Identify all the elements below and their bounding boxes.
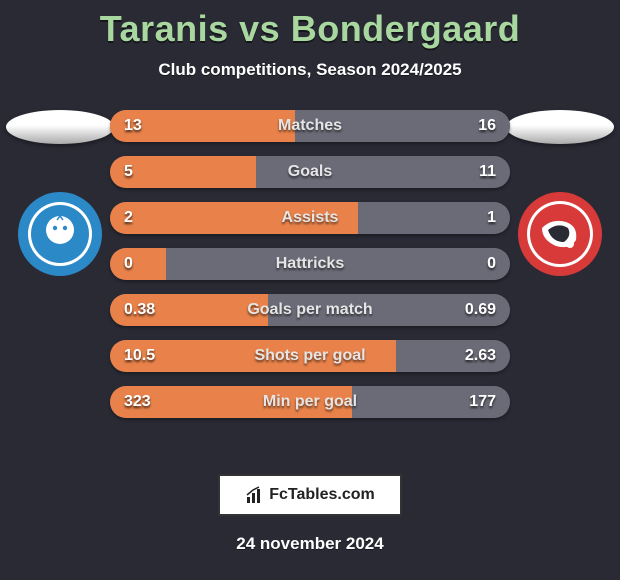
stat-label: Assists	[110, 202, 510, 234]
stat-value-right: 1	[487, 202, 496, 234]
stat-value-left: 323	[124, 386, 151, 418]
fredericia-crest-icon	[518, 192, 602, 276]
roskilde-crest-icon	[18, 192, 102, 276]
player1-name: Taranis	[100, 8, 229, 49]
stat-value-left: 0.38	[124, 294, 155, 326]
stat-value-right: 0	[487, 248, 496, 280]
stat-value-left: 0	[124, 248, 133, 280]
stat-row: Assists2 1	[110, 202, 510, 234]
stat-row: Goals per match0.38 0.69	[110, 294, 510, 326]
stat-row: Matches13 16	[110, 110, 510, 142]
footer-date: 24 november 2024	[0, 534, 620, 554]
club-badge-right	[518, 192, 602, 276]
vs-separator: vs	[239, 8, 280, 49]
decorative-ellipse-left	[6, 110, 114, 144]
decorative-ellipse-right	[506, 110, 614, 144]
stat-value-right: 11	[479, 156, 496, 188]
brand-text: FcTables.com	[269, 486, 375, 504]
player2-name: Bondergaard	[291, 8, 521, 49]
stat-value-left: 2	[124, 202, 133, 234]
stat-label: Goals	[110, 156, 510, 188]
stat-value-right: 2.63	[465, 340, 496, 372]
stat-value-left: 5	[124, 156, 133, 188]
stat-row: Hattricks0 0	[110, 248, 510, 280]
stat-label: Shots per goal	[110, 340, 510, 372]
right-club-column	[500, 110, 620, 276]
stat-value-right: 177	[469, 386, 496, 418]
stat-value-left: 10.5	[124, 340, 155, 372]
club-badge-left	[18, 192, 102, 276]
stat-row: Goals5 11	[110, 156, 510, 188]
stat-bars: Matches13 16 Goals5 11 Assists2 1 Hattricks0 0 G…	[110, 110, 510, 432]
stat-label: Hattricks	[110, 248, 510, 280]
left-club-column	[0, 110, 120, 276]
stat-row: Shots per goal10.5 2.63	[110, 340, 510, 372]
brand-logo: FcTables.com	[218, 474, 402, 516]
comparison-title: Taranis vs Bondergaard	[0, 0, 620, 50]
stat-label: Matches	[110, 110, 510, 142]
stat-row: Min per goal323 177	[110, 386, 510, 418]
stat-value-right: 16	[478, 110, 496, 142]
comparison-content: Matches13 16 Goals5 11 Assists2 1 Hattricks0 0 G…	[0, 110, 620, 450]
stat-value-right: 0.69	[465, 294, 496, 326]
season-subtitle: Club competitions, Season 2024/2025	[0, 60, 620, 80]
stat-value-left: 13	[124, 110, 142, 142]
stat-label: Goals per match	[110, 294, 510, 326]
chart-icon	[245, 485, 265, 505]
stat-label: Min per goal	[110, 386, 510, 418]
